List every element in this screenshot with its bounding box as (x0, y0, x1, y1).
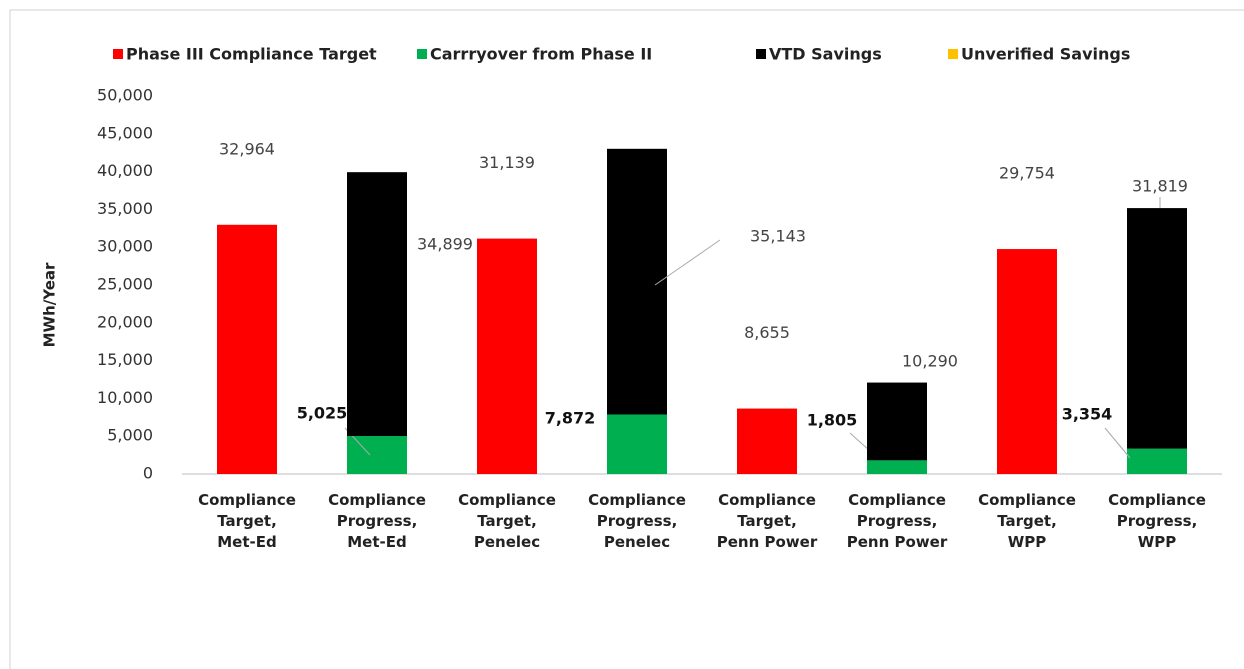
data-label: 29,754 (999, 164, 1055, 183)
y-tick-label: 0 (143, 464, 153, 483)
data-label: 10,290 (902, 352, 958, 371)
bar-segment (607, 148, 667, 415)
x-tick-label: Compliance Progress, Penelec (588, 491, 686, 551)
data-label: 31,139 (479, 153, 535, 172)
data-label: 1,805 (807, 411, 858, 430)
bar-segment (607, 414, 667, 474)
legend-swatch (417, 49, 427, 59)
data-label: 31,819 (1132, 177, 1188, 196)
leader-line (654, 239, 721, 286)
legend-label: Carrryover from Phase II (430, 45, 652, 64)
legend-swatch (948, 49, 958, 59)
x-tick-label: Compliance Progress, Penn Power (846, 491, 948, 551)
y-tick-label: 35,000 (97, 199, 153, 218)
y-tick-label: 20,000 (97, 312, 153, 331)
legend-label: VTD Savings (769, 45, 882, 64)
data-label: 5,025 (297, 404, 348, 423)
bar-segment (1127, 208, 1187, 449)
x-tick-label: Compliance Target, Penn Power (716, 491, 818, 551)
data-label: 34,899 (417, 235, 473, 254)
bar-segment (997, 249, 1057, 474)
y-tick-label: 25,000 (97, 275, 153, 294)
bar-segment (347, 436, 407, 474)
chart-border (9, 9, 1244, 669)
y-tick-label: 10,000 (97, 388, 153, 407)
y-tick-label: 30,000 (97, 237, 153, 256)
data-label: 8,655 (744, 323, 790, 342)
x-tick-label: Compliance Target, WPP (978, 491, 1076, 551)
x-tick-label: Compliance Target, Met-Ed (198, 491, 296, 551)
bar-segment (867, 460, 927, 474)
data-label: 7,872 (545, 409, 596, 428)
y-tick-label: 5,000 (107, 426, 153, 445)
y-axis-label: MWh/Year (41, 262, 59, 347)
bar-segment (737, 408, 797, 474)
legend-swatch (756, 49, 766, 59)
y-tick-label: 40,000 (97, 161, 153, 180)
bar-segment (347, 172, 407, 437)
data-label: 3,354 (1062, 405, 1113, 424)
legend-label: Unverified Savings (961, 45, 1130, 64)
x-tick-label: Compliance Progress, Met-Ed (328, 491, 426, 551)
data-label: 32,964 (219, 139, 275, 158)
legend-label: Phase III Compliance Target (126, 45, 377, 64)
leader-line (1104, 427, 1131, 459)
bar-segment (217, 224, 277, 474)
bar-segment (867, 382, 927, 461)
legend-swatch (113, 49, 123, 59)
data-label: 35,143 (750, 227, 806, 246)
y-tick-label: 50,000 (97, 86, 153, 105)
x-tick-label: Compliance Target, Penelec (458, 491, 556, 551)
bar-segment (1127, 448, 1187, 474)
y-tick-label: 15,000 (97, 350, 153, 369)
x-tick-label: Compliance Progress, WPP (1108, 491, 1206, 551)
bar-segment (477, 238, 537, 474)
y-tick-label: 45,000 (97, 123, 153, 142)
